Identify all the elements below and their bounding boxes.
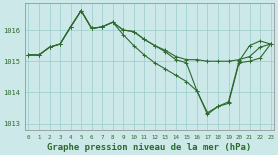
X-axis label: Graphe pression niveau de la mer (hPa): Graphe pression niveau de la mer (hPa) bbox=[48, 143, 252, 152]
